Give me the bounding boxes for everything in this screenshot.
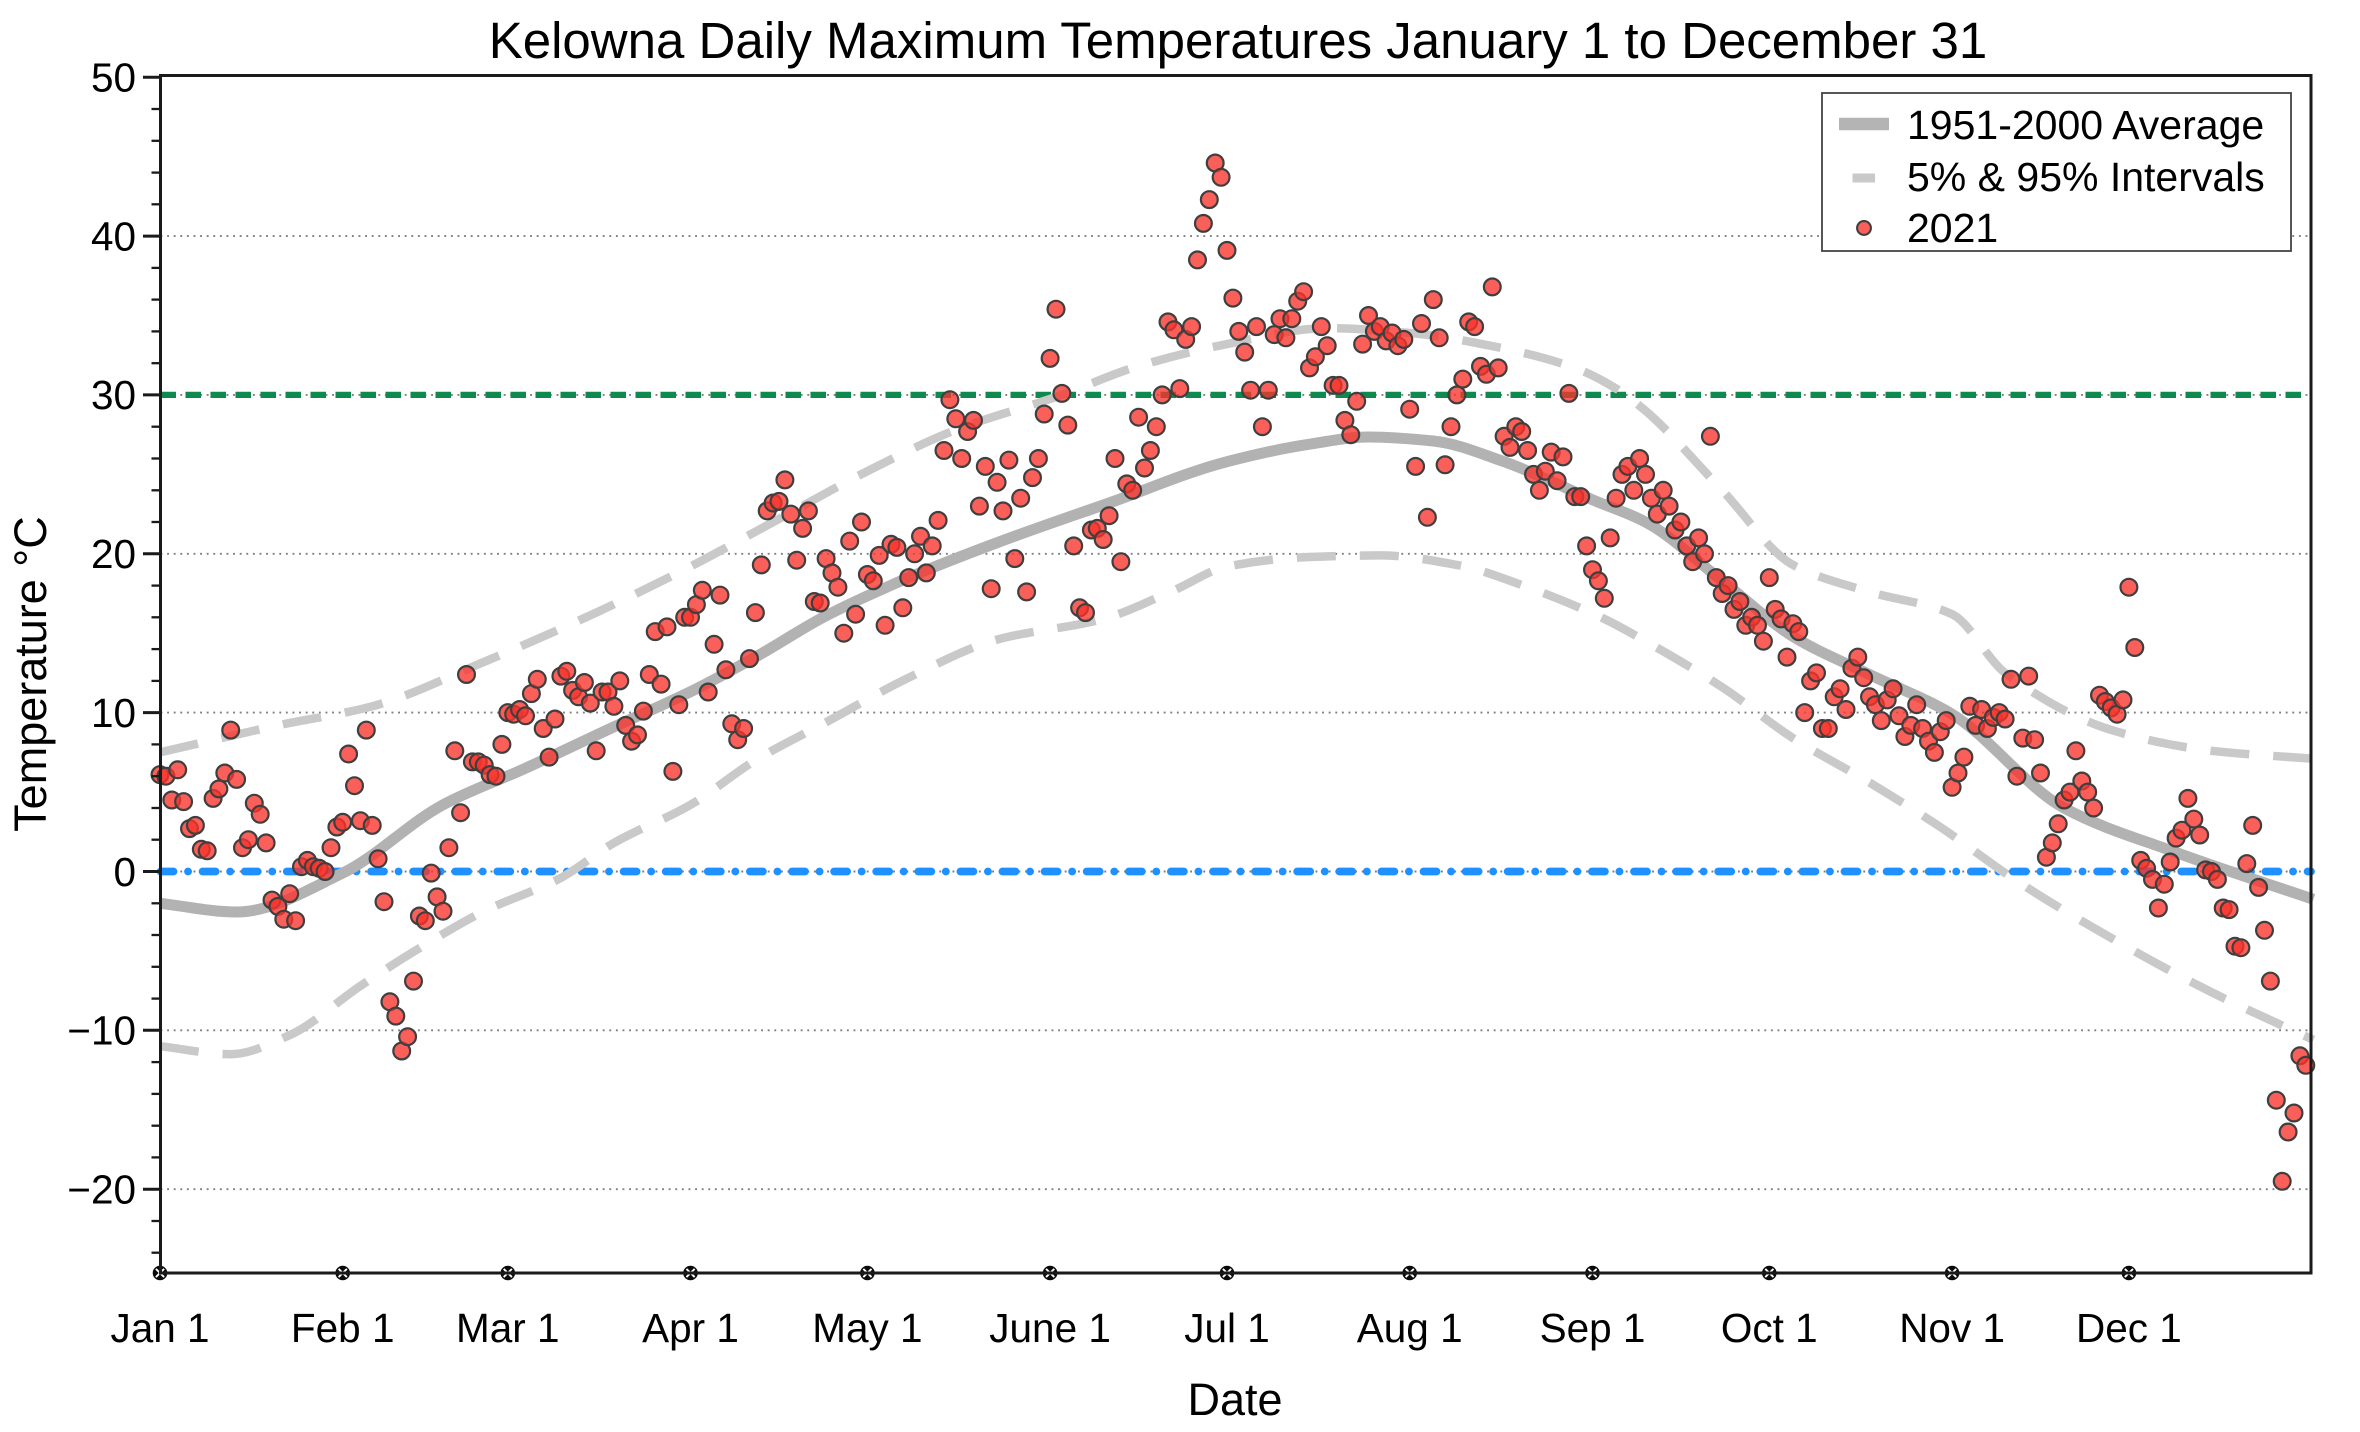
- svg-text:20: 20: [91, 531, 136, 577]
- svg-text:Kelowna Daily Maximum Temperat: Kelowna Daily Maximum Temperatures Janua…: [489, 12, 1988, 69]
- svg-text:Jul 1: Jul 1: [1184, 1305, 1270, 1351]
- svg-text:Aug 1: Aug 1: [1357, 1305, 1463, 1351]
- svg-text:0: 0: [113, 849, 136, 895]
- svg-text:5% & 95% Intervals: 5% & 95% Intervals: [1907, 154, 2265, 200]
- svg-text:Apr 1: Apr 1: [642, 1305, 739, 1351]
- svg-text:Sep 1: Sep 1: [1540, 1305, 1646, 1351]
- svg-text:50: 50: [91, 55, 136, 101]
- svg-text:Feb 1: Feb 1: [291, 1305, 395, 1351]
- svg-text:30: 30: [91, 372, 136, 418]
- svg-text:June 1: June 1: [989, 1305, 1111, 1351]
- svg-text:Oct 1: Oct 1: [1721, 1305, 1818, 1351]
- svg-text:Temperature °C: Temperature °C: [5, 516, 56, 832]
- svg-text:May 1: May 1: [812, 1305, 922, 1351]
- svg-text:Nov 1: Nov 1: [1899, 1305, 2005, 1351]
- svg-text:Jan 1: Jan 1: [110, 1305, 209, 1351]
- svg-text:Mar 1: Mar 1: [456, 1305, 560, 1351]
- svg-text:40: 40: [91, 213, 136, 259]
- svg-text:Dec 1: Dec 1: [2076, 1305, 2182, 1351]
- svg-text:−10: −10: [67, 1008, 136, 1054]
- svg-text:10: 10: [91, 690, 136, 736]
- svg-text:2021: 2021: [1907, 205, 1998, 251]
- svg-text:−20: −20: [67, 1167, 136, 1213]
- svg-text:1951-2000 Average: 1951-2000 Average: [1907, 102, 2264, 148]
- svg-text:Date: Date: [1187, 1374, 1282, 1425]
